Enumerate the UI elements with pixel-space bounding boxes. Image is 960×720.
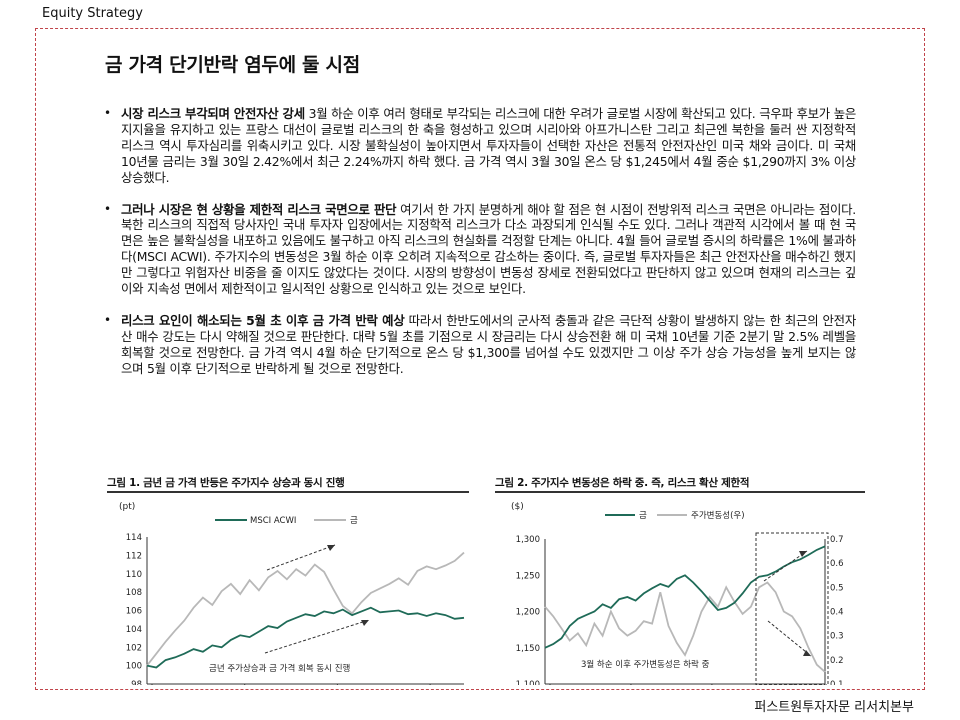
page-frame xyxy=(35,28,925,690)
figure-2-chart: ($) 금 주가변동성(우) 17.117.217.317.41,1001,15… xyxy=(511,502,844,700)
fig2-annotation: 3월 하순 이후 주가변동성은 하락 중 xyxy=(581,532,829,686)
fig2-annotation-arrow-up xyxy=(763,550,808,582)
bullet-dot-icon: • xyxy=(104,106,111,120)
figure-1: 그림 1. 금년 금 가격 반등은 주가지수 상승과 동시 진행 (pt) MS… xyxy=(107,474,469,700)
bullet-lead: 시장 리스크 부각되며 안전자산 강세 xyxy=(121,106,305,121)
fig1-legend-label-2: 금 xyxy=(350,516,358,526)
figure-2: 그림 2. 주가지수 변동성은 하락 중. 즉, 리스크 확산 제한적 ($) … xyxy=(495,474,865,700)
fig1-y-tick-label: 104 xyxy=(126,625,142,635)
fig2-y-tick-label: 1,100 xyxy=(516,680,540,685)
fig2-y-tick-label: 1,300 xyxy=(516,535,540,545)
bullet-dot-icon: • xyxy=(104,312,111,327)
fig1-y-tick-label: 98 xyxy=(131,680,142,685)
fig1-annotation-arrow xyxy=(264,619,370,654)
fig1-unit-label: (pt) xyxy=(119,502,135,512)
fig2-y2-tick-label: 0.3 xyxy=(830,632,844,642)
fig2-y2-tick-label: 0.1 xyxy=(830,680,844,685)
figure-1-title: 그림 1. 금년 금 가격 반등은 주가지수 상승과 동시 진행 xyxy=(107,474,469,493)
bullet-text: 여기서 한 가지 분명하게 해야 할 점은 현 시점이 전방위적 리스크 국면은… xyxy=(121,201,856,297)
bullet-lead: 그러나 시장은 현 상황을 제한적 리스크 국면으로 판단 xyxy=(121,201,397,217)
fig1-annotation: 금년 주가상승과 금 가격 회복 동시 진행 xyxy=(209,544,370,674)
fig1-annotation-arrow-2 xyxy=(266,544,336,571)
bullet-dot-icon: • xyxy=(104,201,111,216)
fig2-legend: 금 주가변동성(우) xyxy=(605,510,745,521)
fig1-y-tick-label: 106 xyxy=(126,607,142,617)
fig1-y-tick-label: 100 xyxy=(126,662,142,672)
fig1-arrowhead-icon-2 xyxy=(327,545,335,551)
fig1-legend: MSCI ACWI 금 xyxy=(215,516,358,526)
fig2-annotation-text: 3월 하순 이후 주가변동성은 하락 중 xyxy=(581,659,710,670)
fig1-annotation-text: 금년 주가상승과 금 가격 회복 동시 진행 xyxy=(209,663,350,674)
fig2-series-line-2 xyxy=(544,581,826,673)
bullet-item: • 그러나 시장은 현 상황을 제한적 리스크 국면으로 판단 여기서 한 가지… xyxy=(104,202,856,297)
footer-label: 퍼스트원투자자문 리서치본부 xyxy=(754,700,914,715)
fig1-legend-label-1: MSCI ACWI xyxy=(250,516,296,526)
bullet-text: 3월 하순 이후 여러 형태로 부각되는 리스크에 대한 우려가 글로벌 시장에… xyxy=(121,106,856,185)
bullet-item: • 리스크 요인이 해소되는 5월 초 이후 금 가격 반락 예상 따라서 한반… xyxy=(104,313,856,377)
fig2-annotation-arrow-down xyxy=(767,620,812,657)
fig2-unit-label: ($) xyxy=(511,502,524,512)
bullet-list: • 시장 리스크 부각되며 안전자산 강세 3월 하순 이후 여러 형태로 부각… xyxy=(104,106,856,393)
fig2-y2-tick-label: 0.2 xyxy=(830,656,844,666)
fig2-y2-tick-label: 0.4 xyxy=(830,608,844,618)
fig2-y2-tick-label: 0.7 xyxy=(830,535,844,545)
fig1-y-tick-label: 108 xyxy=(126,588,142,598)
fig1-plot-area: 17.117.217.317.4981001021041061081101121… xyxy=(126,533,465,700)
bullet-text: 따라서 한반도에서의 군사적 충돌과 같은 극단적 상황이 발생하지 않는 한 … xyxy=(121,312,856,376)
fig2-y-tick-label: 1,200 xyxy=(516,608,540,618)
fig1-series-line-2 xyxy=(146,551,465,667)
fig2-highlight-box xyxy=(755,532,829,686)
fig2-legend-label-1: 금 xyxy=(639,511,647,521)
fig1-y-tick-label: 114 xyxy=(126,533,142,543)
fig2-y2-tick-label: 0.5 xyxy=(830,583,844,593)
fig1-arrowhead-icon xyxy=(361,620,369,626)
bullet-item: • 시장 리스크 부각되며 안전자산 강세 3월 하순 이후 여러 형태로 부각… xyxy=(104,106,856,186)
figure-1-chart: (pt) MSCI ACWI 금 17.117.217.317.49810010… xyxy=(119,502,465,700)
page-title: 금 가격 단기반락 염두에 둘 시점 xyxy=(105,54,360,76)
fig1-y-tick-label: 102 xyxy=(126,643,142,653)
fig1-y-tick-label: 112 xyxy=(126,551,142,561)
fig2-y-tick-label: 1,250 xyxy=(516,571,540,581)
fig2-arrowhead-down-icon xyxy=(803,650,811,656)
fig2-y-tick-label: 1,150 xyxy=(516,644,540,654)
fig1-y-tick-label: 110 xyxy=(126,570,142,580)
figure-2-title: 그림 2. 주가지수 변동성은 하락 중. 즉, 리스크 확산 제한적 xyxy=(495,474,865,493)
fig2-y2-tick-label: 0.6 xyxy=(830,559,844,569)
fig2-series-line-1 xyxy=(544,545,826,649)
bullet-lead: 리스크 요인이 해소되는 5월 초 이후 금 가격 반락 예상 xyxy=(121,312,405,328)
header-label: Equity Strategy xyxy=(42,6,143,21)
fig2-legend-label-2: 주가변동성(우) xyxy=(691,510,745,521)
fig2-arrowhead-up-icon xyxy=(799,551,807,557)
fig1-series-line-1 xyxy=(146,606,465,669)
